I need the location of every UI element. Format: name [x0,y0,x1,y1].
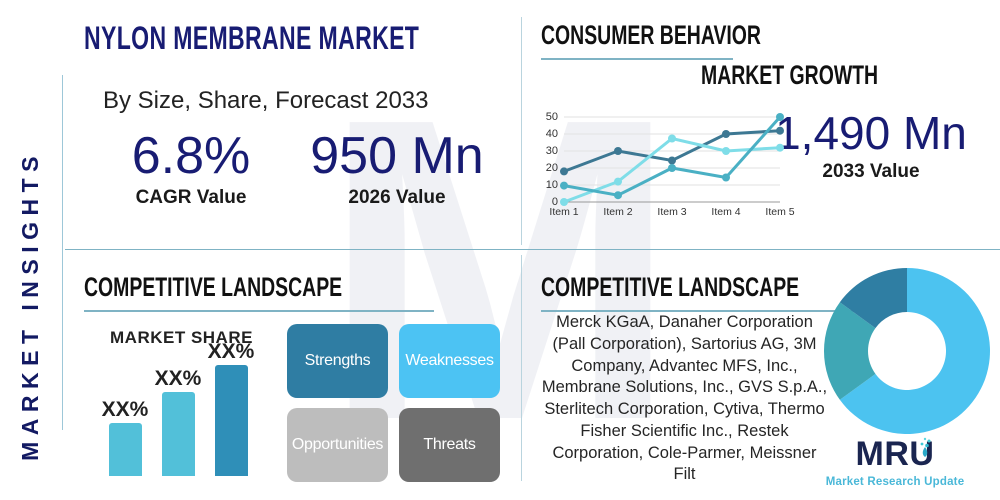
svg-text:Item 3: Item 3 [657,206,686,218]
svg-text:Item 1: Item 1 [549,206,578,218]
svg-text:20: 20 [546,162,558,174]
svg-text:Item 4: Item 4 [711,206,740,218]
svg-text:Item 2: Item 2 [603,206,632,218]
svg-text:Item 5: Item 5 [765,206,794,218]
svg-text:40: 40 [546,128,558,140]
svg-text:10: 10 [546,179,558,191]
svg-text:50: 50 [546,111,558,123]
svg-text:MRU: MRU [856,435,935,473]
svg-text:30: 30 [546,145,558,157]
